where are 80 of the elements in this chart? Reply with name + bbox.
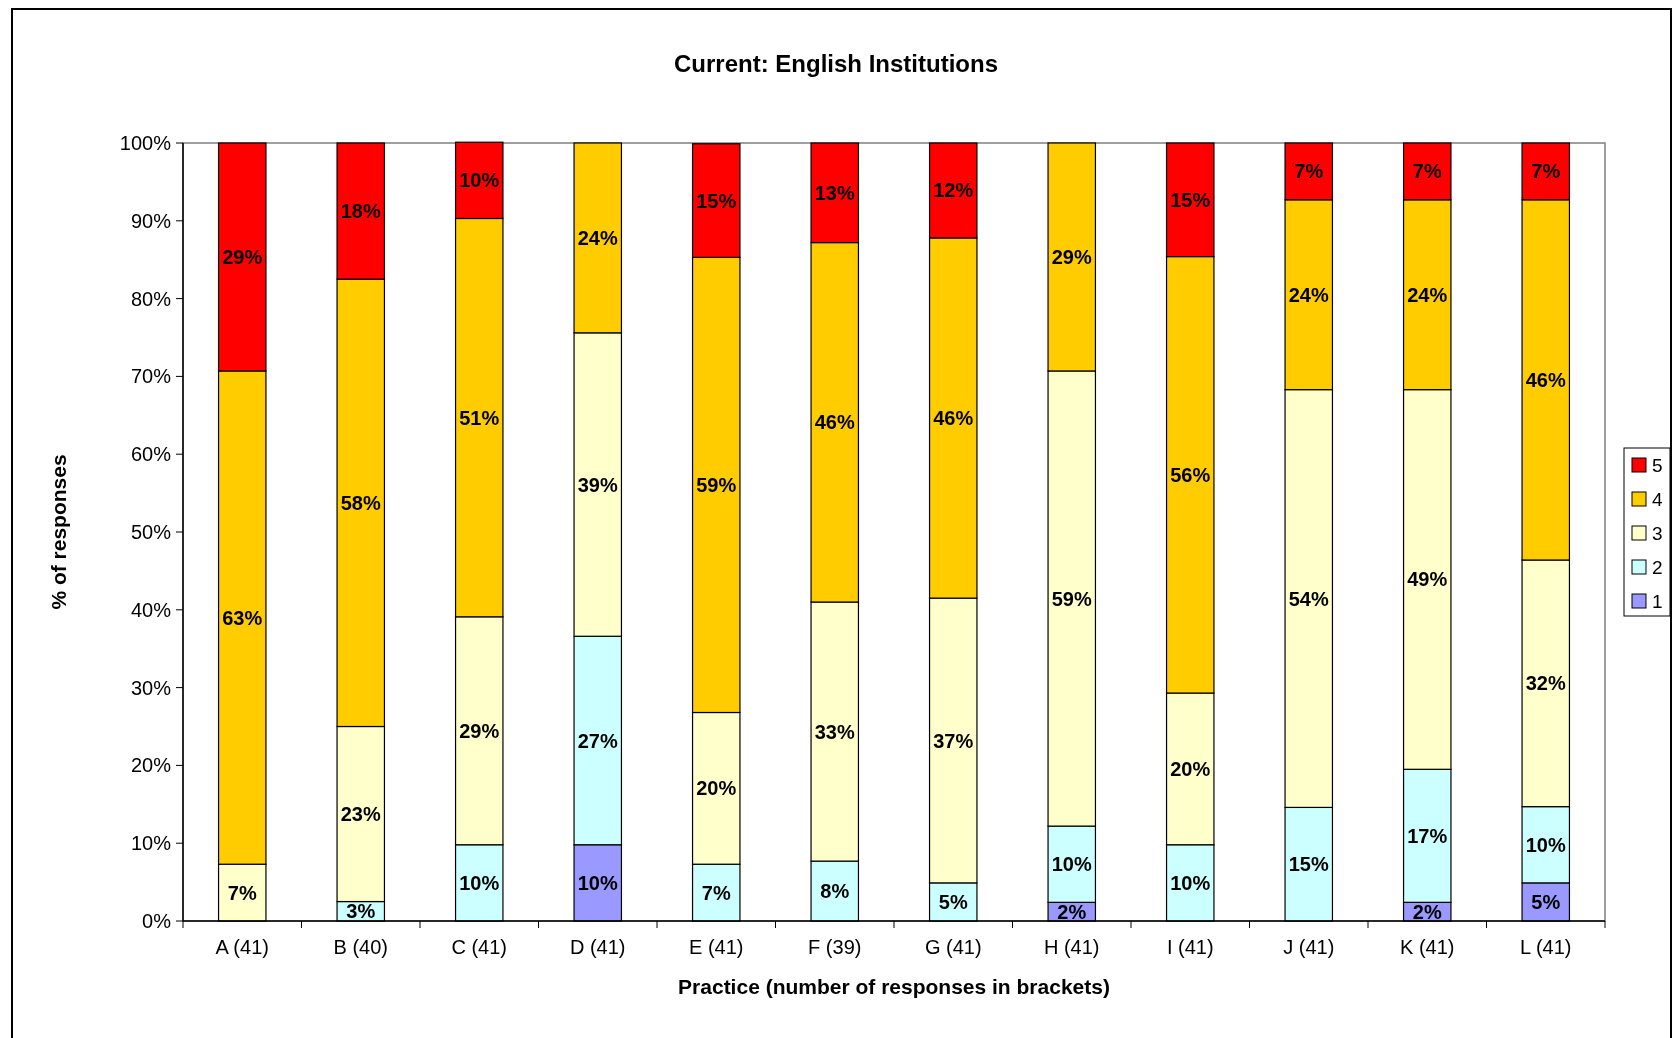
data-label: 46% (933, 407, 974, 430)
x-tick-label: L (41) (1519, 936, 1572, 958)
data-label: 46% (814, 411, 855, 434)
data-label: 8% (820, 880, 850, 903)
y-tick-label: 0% (142, 910, 172, 932)
data-label: 10% (1525, 833, 1566, 856)
x-tick-label: J (41) (1283, 936, 1335, 958)
chart-title: Current: English Institutions (674, 50, 998, 77)
y-tick-label: 30% (130, 676, 172, 699)
y-tick-label: 10% (130, 832, 172, 855)
data-label: 5% (938, 890, 968, 913)
data-label: 59% (696, 473, 737, 496)
data-label: 2% (1412, 900, 1442, 923)
y-tick-label: 60% (130, 443, 172, 466)
x-tick-label: C (41) (451, 936, 508, 958)
data-label: 56% (1170, 463, 1211, 486)
legend-label: 3 (1652, 522, 1663, 544)
data-label: 10% (1170, 871, 1211, 894)
data-label: 17% (1407, 824, 1448, 847)
data-label: 10% (1051, 853, 1092, 876)
data-label: 46% (1525, 368, 1566, 391)
data-label: 23% (340, 803, 381, 826)
data-label: 51% (459, 406, 500, 429)
data-label: 49% (1407, 568, 1448, 591)
data-label: 7% (701, 881, 731, 904)
data-label: 7% (227, 881, 257, 904)
data-label: 27% (577, 729, 618, 752)
x-tick-label: D (41) (569, 936, 626, 958)
y-tick-label: 90% (130, 209, 172, 232)
data-label: 54% (1288, 587, 1329, 610)
data-label: 24% (1288, 283, 1329, 306)
data-label: 10% (459, 169, 500, 192)
data-label: 33% (814, 720, 855, 743)
data-label: 20% (696, 777, 737, 800)
data-label: 63% (222, 606, 263, 629)
legend-label: 5 (1652, 454, 1663, 476)
data-label: 7% (1412, 160, 1442, 183)
data-label: 3% (346, 900, 376, 923)
data-label: 15% (1170, 188, 1211, 211)
data-label: 29% (459, 719, 500, 742)
data-label: 39% (577, 473, 618, 496)
data-label: 10% (577, 871, 618, 894)
legend-label: 1 (1652, 590, 1663, 612)
legend-label: 2 (1652, 556, 1663, 578)
x-tick-label: B (40) (333, 936, 388, 958)
data-label: 24% (577, 226, 618, 249)
y-axis-title: % of responses (47, 454, 70, 610)
x-axis-title: Practice (number of responses in brackets) (678, 975, 1110, 998)
x-tick-label: E (41) (689, 936, 744, 958)
data-label: 59% (1051, 587, 1092, 610)
data-label: 29% (222, 245, 263, 268)
data-label: 24% (1407, 283, 1448, 306)
y-tick-label: 70% (130, 365, 172, 388)
x-tick-label: H (41) (1043, 936, 1100, 958)
data-label: 2% (1057, 900, 1087, 923)
y-tick-label: 80% (130, 287, 172, 310)
data-label: 15% (696, 189, 737, 212)
data-label: 37% (933, 729, 974, 752)
data-label: 58% (340, 491, 381, 514)
x-tick-label: F (39) (808, 936, 862, 958)
data-label: 20% (1170, 757, 1211, 780)
y-tick-label: 20% (130, 754, 172, 777)
x-tick-label: I (41) (1166, 936, 1214, 958)
data-label: 10% (459, 871, 500, 894)
y-tick-label: 40% (130, 598, 172, 621)
data-label: 12% (933, 179, 974, 202)
y-tick-label: 50% (130, 521, 172, 543)
data-label: 5% (1531, 890, 1561, 913)
data-label: 29% (1051, 245, 1092, 268)
data-label: 7% (1531, 160, 1561, 183)
data-label: 7% (1294, 160, 1324, 183)
data-label: 32% (1525, 672, 1566, 695)
x-tick-label: A (41) (215, 936, 269, 958)
x-tick-label: G (41) (924, 936, 982, 958)
data-label: 13% (814, 181, 855, 204)
data-label: 15% (1288, 853, 1329, 876)
y-tick-label: 100% (119, 132, 172, 154)
legend-label: 4 (1652, 488, 1663, 510)
x-tick-label: K (41) (1400, 936, 1455, 958)
data-label: 18% (340, 200, 381, 223)
